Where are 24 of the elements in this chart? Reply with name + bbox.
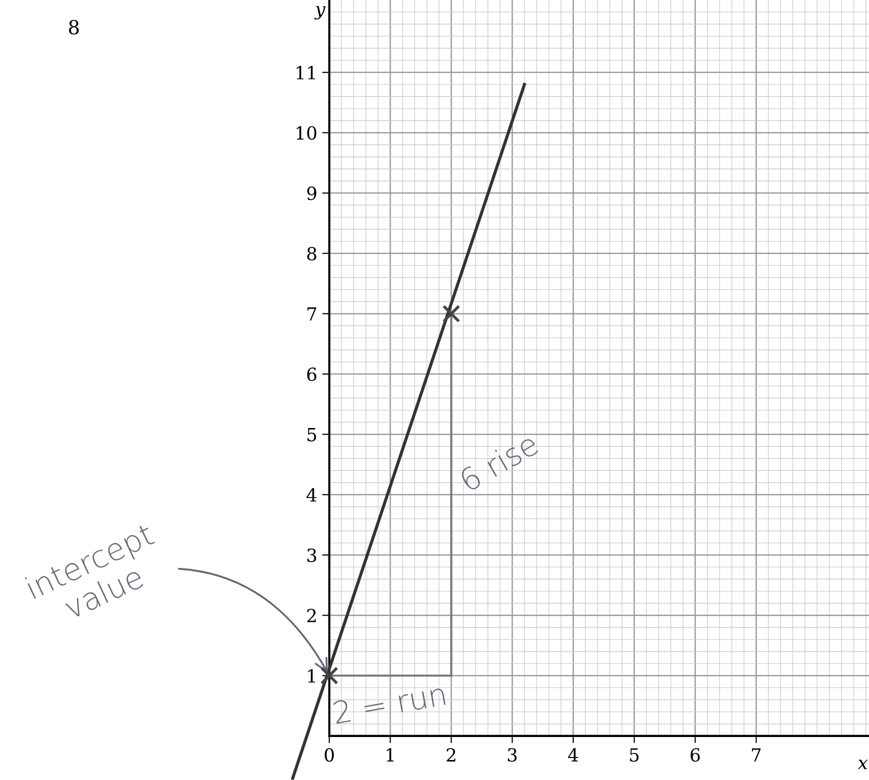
x-tick-label: 3: [508, 748, 517, 762]
y-tick-label: 8: [307, 246, 316, 260]
x-axis-title: x: [858, 760, 868, 770]
x-tick-label: 5: [630, 748, 639, 762]
y-tick-label: 5: [308, 428, 316, 442]
annotation: 6 rise: [458, 432, 540, 492]
y-tick-label: 7: [308, 307, 316, 321]
annotation: 8: [68, 20, 79, 35]
y-tick-label: 1: [308, 669, 315, 682]
x-tick-label: 1: [386, 748, 394, 762]
y-tick-label: 2: [307, 608, 316, 622]
x-tick-label: 4: [568, 748, 578, 762]
y-tick-label: 11: [296, 66, 315, 80]
y-tick-label: 9: [307, 186, 316, 200]
y-tick-label: 3: [307, 548, 316, 562]
x-tick-label: 6: [690, 748, 700, 762]
y-tick-label: 6: [307, 367, 316, 382]
x-tick-label: 7: [752, 748, 761, 762]
y-tick-label: 10: [296, 126, 316, 140]
annotation: 2 = run: [332, 682, 446, 724]
y-axis-title: y: [314, 6, 326, 20]
x-tick-label: 2: [446, 748, 456, 762]
y-tick-label: 4: [306, 488, 317, 502]
x-tick-label: 0: [324, 748, 334, 762]
